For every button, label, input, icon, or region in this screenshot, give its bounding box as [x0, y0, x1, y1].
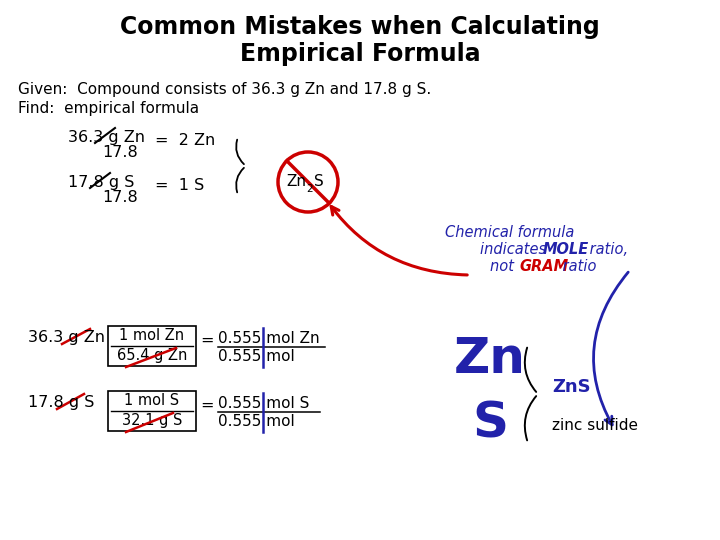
- Text: 17.8 g S: 17.8 g S: [28, 395, 94, 410]
- Text: Zn: Zn: [454, 335, 526, 383]
- Text: ratio: ratio: [558, 259, 596, 274]
- Bar: [108, 326, 196, 366]
- Bar: [108, 391, 196, 431]
- Text: Zn: Zn: [286, 174, 306, 190]
- Text: zinc sulfide: zinc sulfide: [552, 418, 638, 433]
- Text: S: S: [314, 174, 324, 190]
- Text: indicates: indicates: [480, 242, 551, 257]
- Text: 32.1 g S: 32.1 g S: [122, 413, 182, 428]
- Text: Chemical formula: Chemical formula: [445, 225, 575, 240]
- Text: 0.555 mol: 0.555 mol: [218, 349, 294, 364]
- Text: 36.3 g Zn: 36.3 g Zn: [28, 330, 105, 345]
- Text: MOLE: MOLE: [543, 242, 589, 257]
- Text: =: =: [200, 398, 214, 413]
- Text: 0.555 mol S: 0.555 mol S: [218, 396, 310, 411]
- Text: 0.555 mol: 0.555 mol: [218, 414, 294, 429]
- Text: ZnS: ZnS: [552, 378, 590, 396]
- Text: 17.8: 17.8: [102, 145, 138, 160]
- Text: 17.8 g S: 17.8 g S: [68, 175, 135, 190]
- Text: 65.4 g Zn: 65.4 g Zn: [117, 348, 187, 363]
- Text: 0.555 mol Zn: 0.555 mol Zn: [218, 331, 320, 346]
- Text: =: =: [200, 333, 214, 348]
- Text: Given:  Compound consists of 36.3 g Zn and 17.8 g S.: Given: Compound consists of 36.3 g Zn an…: [18, 82, 431, 97]
- Text: GRAM: GRAM: [519, 259, 568, 274]
- Text: not: not: [490, 259, 518, 274]
- Text: 2: 2: [306, 184, 312, 194]
- Text: Common Mistakes when Calculating: Common Mistakes when Calculating: [120, 15, 600, 39]
- Text: =  2 Zn: = 2 Zn: [155, 133, 215, 148]
- Text: Empirical Formula: Empirical Formula: [240, 42, 480, 66]
- Text: 1 mol Zn: 1 mol Zn: [120, 328, 184, 343]
- Text: ratio,: ratio,: [585, 242, 628, 257]
- Text: 36.3 g Zn: 36.3 g Zn: [68, 130, 145, 145]
- Text: =  1 S: = 1 S: [155, 178, 204, 193]
- Text: Find:  empirical formula: Find: empirical formula: [18, 101, 199, 116]
- Text: 17.8: 17.8: [102, 190, 138, 205]
- Text: 1 mol S: 1 mol S: [125, 393, 179, 408]
- Text: S: S: [472, 400, 508, 448]
